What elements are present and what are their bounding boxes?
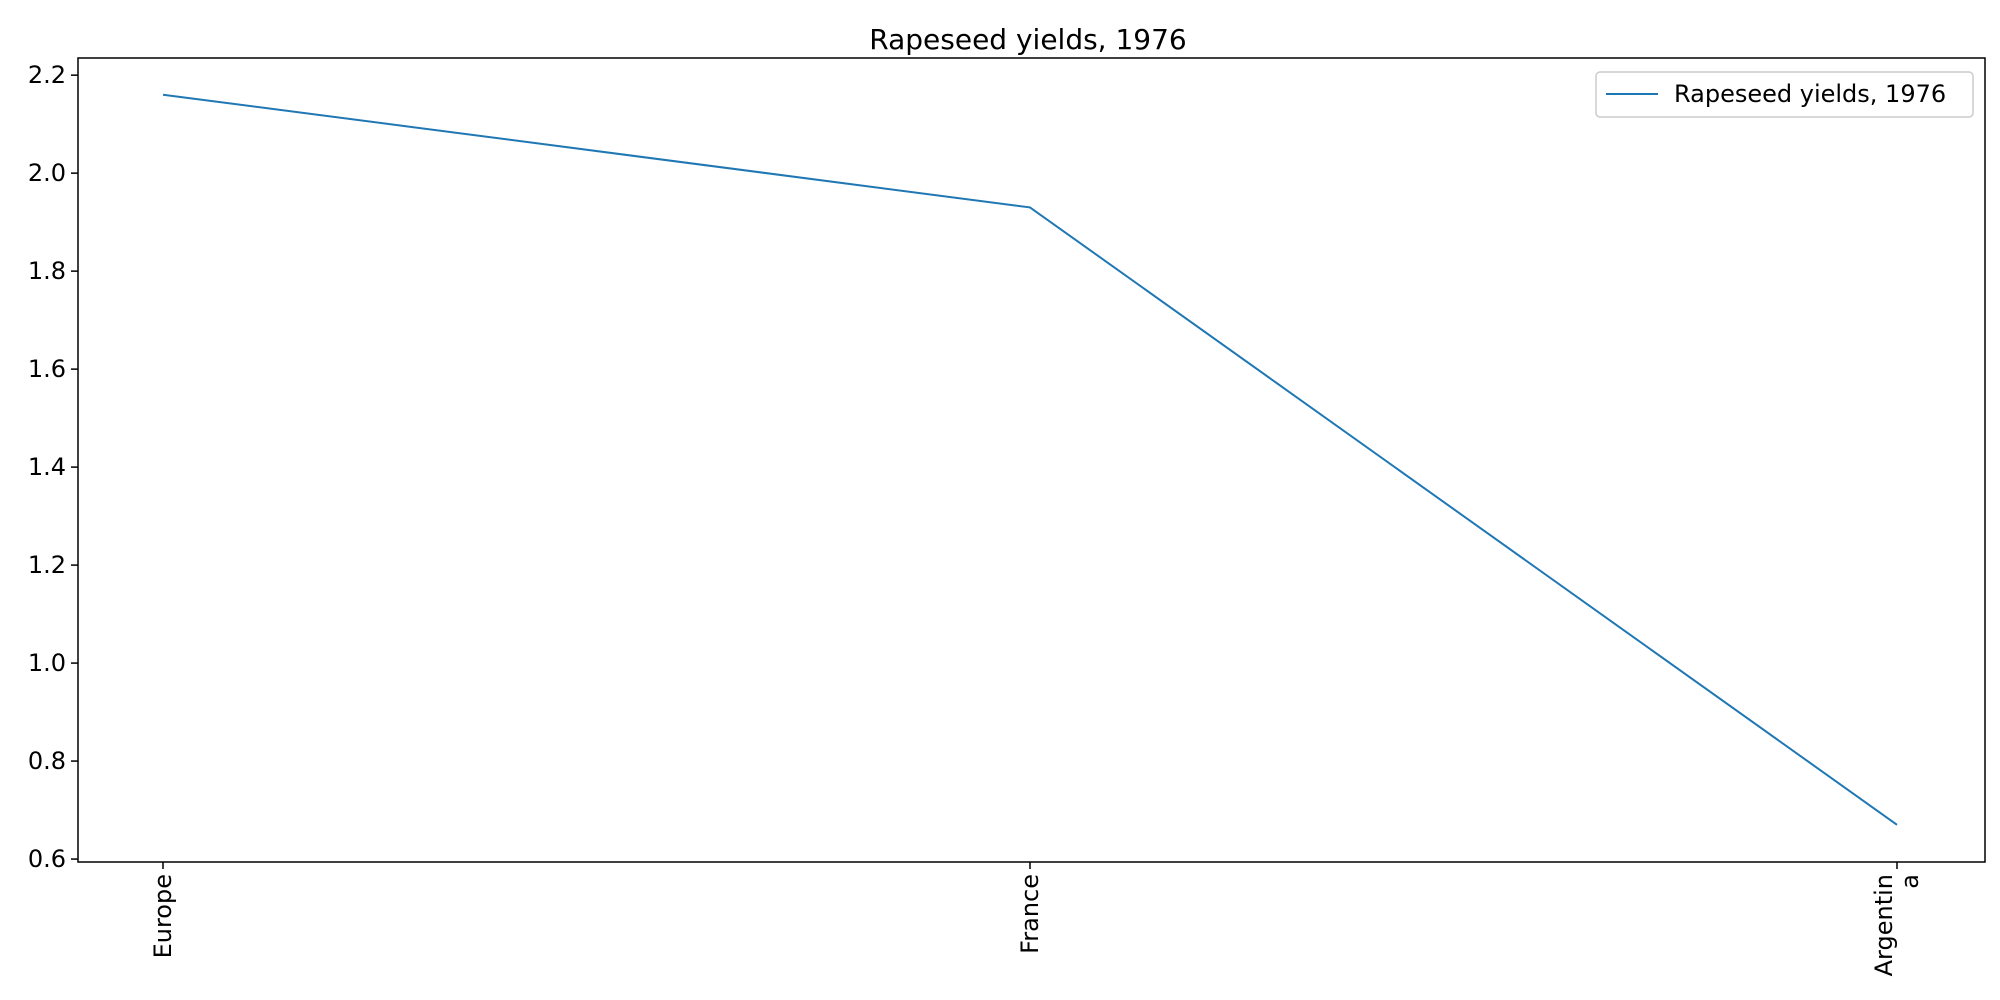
legend-box <box>1595 71 1974 118</box>
y-axis: 0.6 0.8 1.0 1.2 1.4 1.6 1.8 2.0 2.2 <box>28 61 78 873</box>
y-tick-label: 2.2 <box>28 61 66 89</box>
y-tick-label: 0.6 <box>28 845 66 873</box>
series-line <box>162 93 1898 826</box>
y-tick-label: 0.8 <box>28 747 66 775</box>
x-tick-label: France <box>1016 874 1044 954</box>
y-tick-label: 1.4 <box>28 453 66 481</box>
y-tick-label: 1.2 <box>28 551 66 579</box>
plot-frame <box>77 57 1986 863</box>
x-tick-label-line: Argentin <box>1870 874 1898 976</box>
y-tick-label: 2.0 <box>28 159 66 187</box>
x-tick-label-line: Europe <box>149 874 177 958</box>
y-tick-label: 1.0 <box>28 649 66 677</box>
x-tick-label-line: France <box>1016 874 1044 954</box>
x-tick-label: Europe <box>149 874 177 958</box>
x-tick-label: Argentina <box>1870 874 1924 976</box>
legend: Rapeseed yields, 1976 <box>1595 71 1974 118</box>
legend-label: Rapeseed yields, 1976 <box>1674 80 1946 108</box>
x-tick-label-line: a <box>1896 874 1924 889</box>
y-tick-label: 1.8 <box>28 257 66 285</box>
y-tick-label: 1.6 <box>28 355 66 383</box>
x-axis: Europe France Argentina <box>149 862 1924 976</box>
chart-title: Rapeseed yields, 1976 <box>869 23 1187 56</box>
series-layer <box>162 93 1898 826</box>
